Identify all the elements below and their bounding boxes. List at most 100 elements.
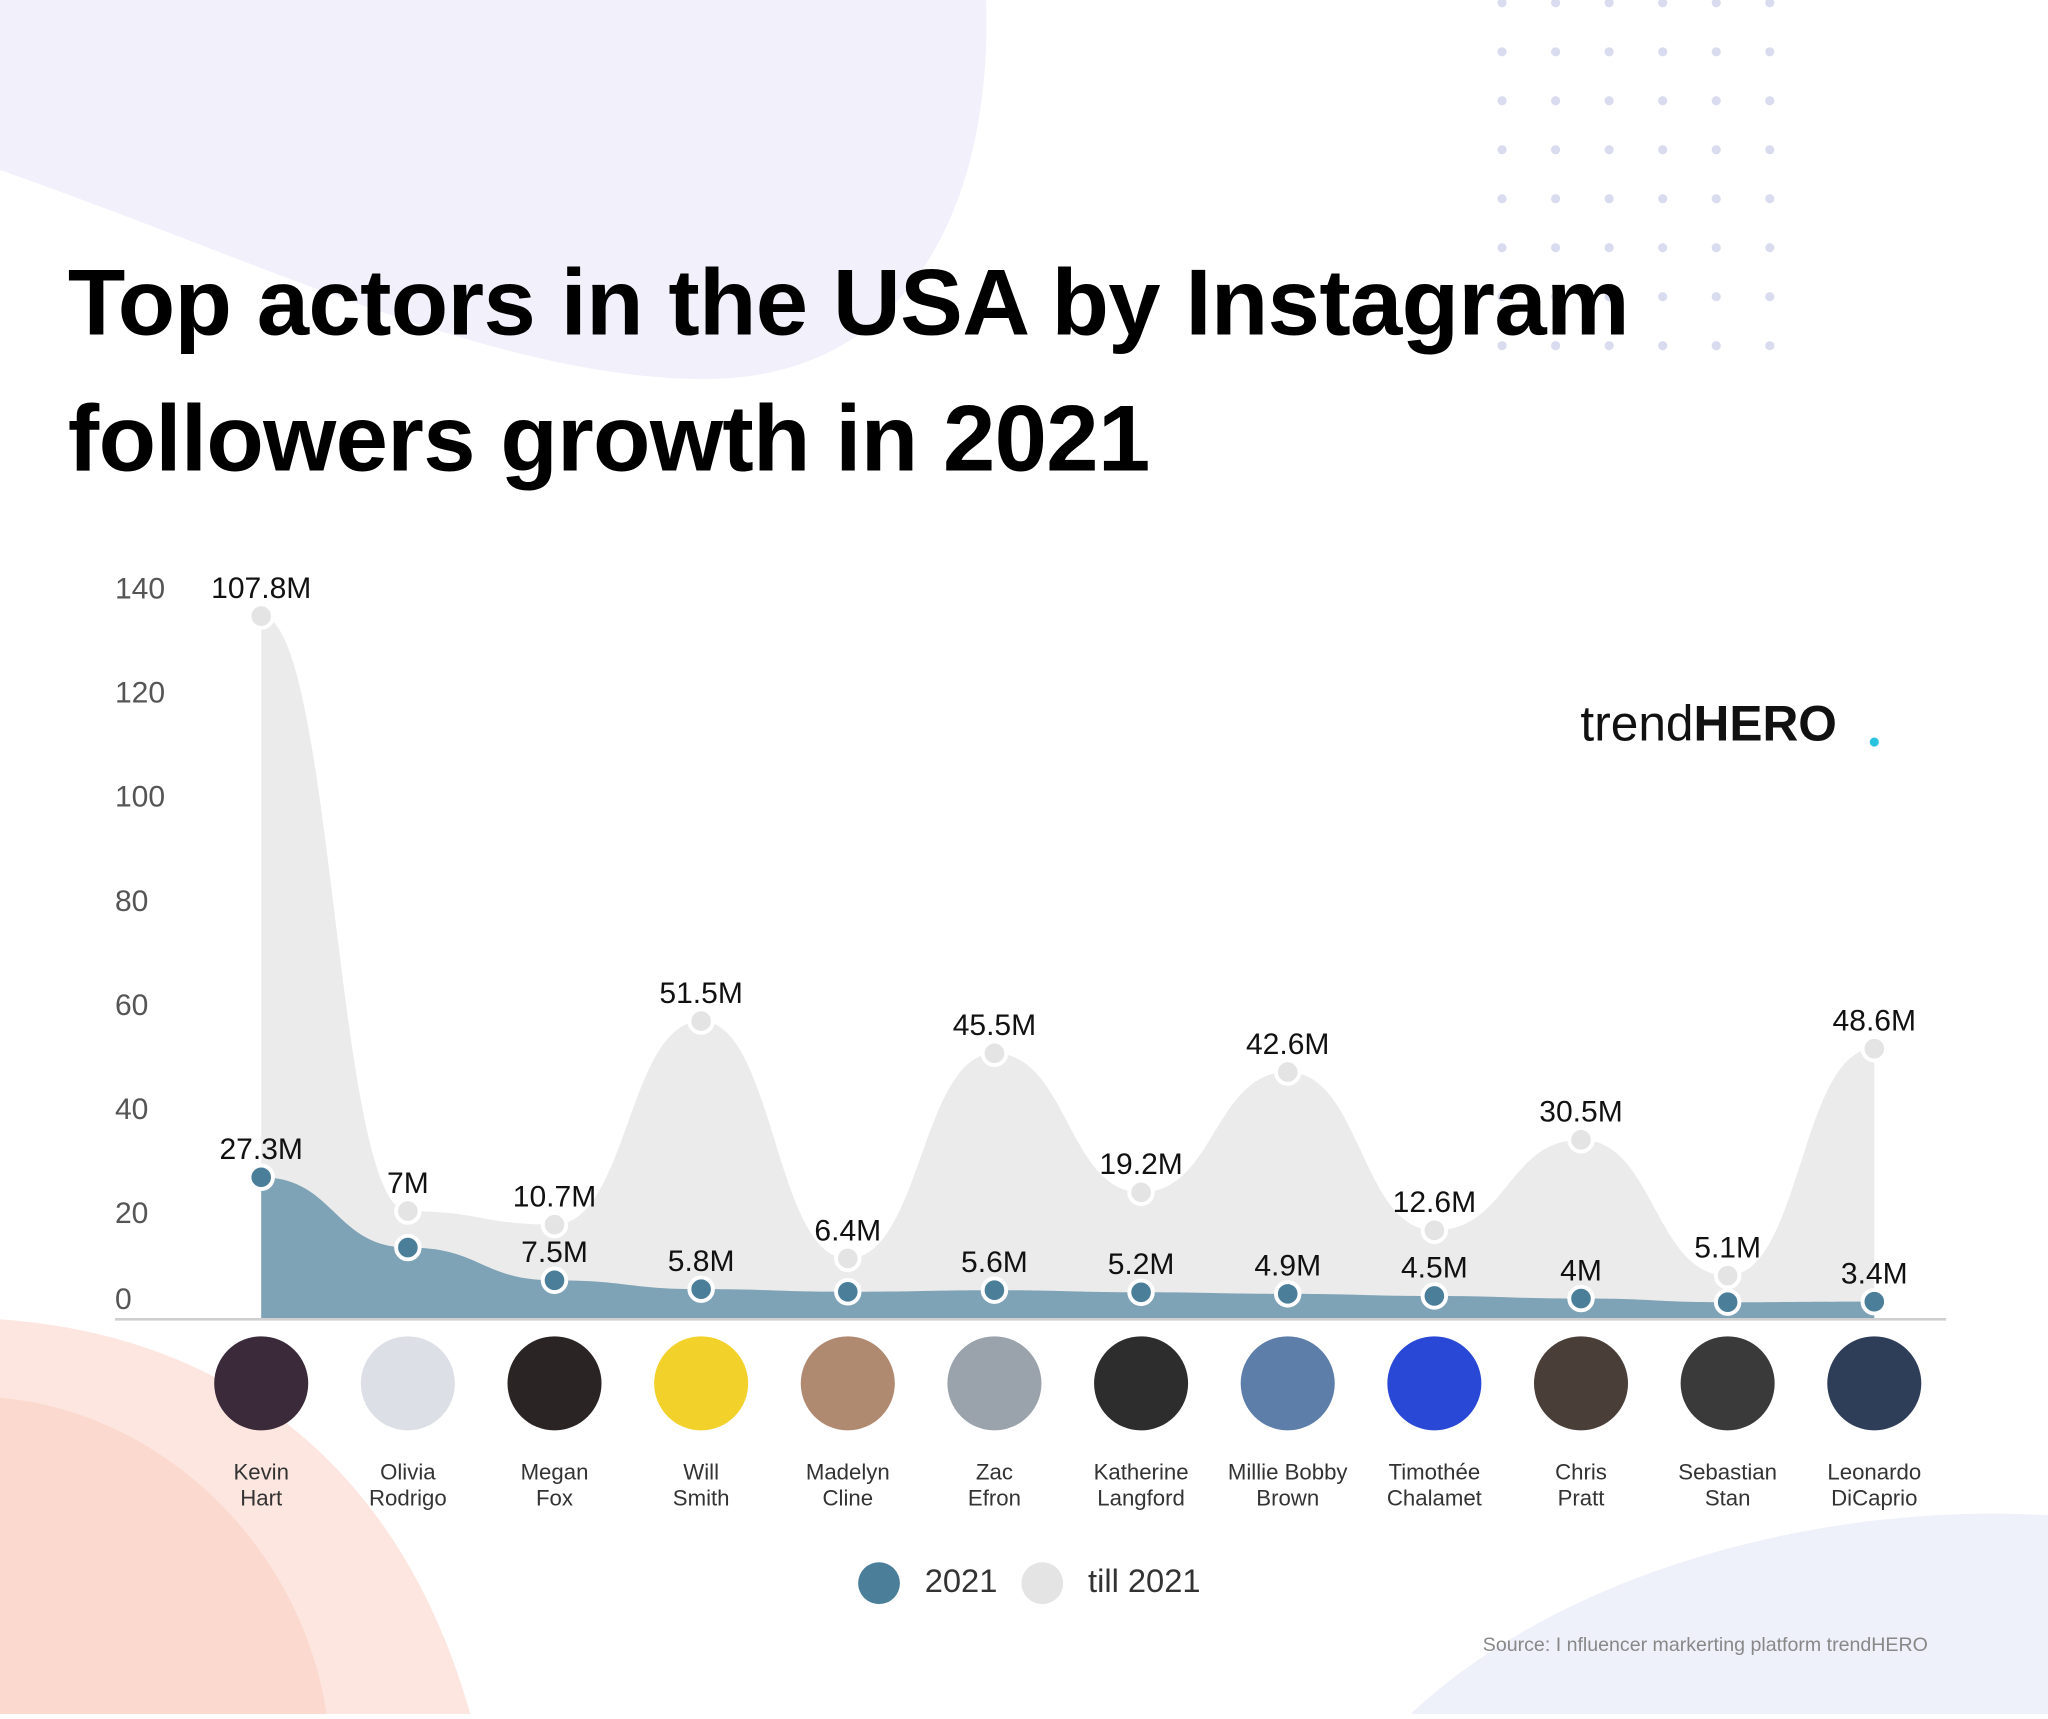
deco-dot (1658, 194, 1668, 204)
point (687, 1275, 715, 1303)
deco-dot (1604, 292, 1614, 302)
actor-photo (1533, 1336, 1629, 1431)
value-label: 10.7M (513, 1180, 596, 1213)
actor-photo (1680, 1336, 1775, 1431)
point (1127, 1278, 1155, 1307)
label-line: Timothée (1389, 1459, 1481, 1484)
deco-dot (1711, 194, 1721, 204)
deco-dot (1497, 292, 1507, 302)
area-till-2021 (261, 616, 1875, 1320)
x-tick-label: Millie Bobby Brown (1228, 1459, 1349, 1510)
value-label: 30.5M (1539, 1096, 1622, 1129)
point (687, 1007, 715, 1035)
point (247, 602, 275, 630)
actor-photo (947, 1336, 1042, 1431)
chart-title: Top actors in the USA by Instagram follo… (67, 250, 1630, 492)
y-tick-label: 60 (115, 989, 148, 1022)
logo-dot (1869, 737, 1879, 747)
actor-photo (1094, 1336, 1189, 1431)
deco-dot (1551, 0, 1561, 8)
point (834, 1278, 862, 1306)
deco-dot (1551, 341, 1561, 351)
deco-dot (1711, 0, 1721, 8)
x-tick-label: Olivia Rodrigo (369, 1459, 447, 1510)
label-line: Madelyn (806, 1459, 890, 1484)
x-tick-label: Leonardo DiCaprio (1827, 1459, 1921, 1510)
deco-dot (1551, 194, 1561, 204)
label-line: Sebastian (1678, 1459, 1777, 1484)
label-line: DiCaprio (1831, 1485, 1917, 1510)
value-label: 7M (387, 1167, 429, 1200)
deco-dot (1765, 0, 1775, 8)
value-label: 107.8M (211, 572, 311, 605)
deco-dot (1765, 341, 1775, 351)
logo: trendHERO (1580, 696, 1837, 752)
legend-swatch (1021, 1562, 1064, 1605)
deco-dot (1551, 145, 1561, 155)
y-tick-label: 120 (115, 677, 165, 710)
deco-dot (1658, 292, 1668, 302)
deco-dot (1604, 194, 1614, 204)
deco-dot (1551, 292, 1561, 302)
deco-dot (1711, 145, 1721, 155)
label-line: Will (683, 1459, 719, 1484)
deco-dot (1497, 341, 1507, 351)
point (540, 1210, 569, 1239)
y-tick-label: 0 (115, 1283, 132, 1316)
label-line: Millie Bobby (1228, 1459, 1349, 1484)
label-line: Hart (240, 1485, 282, 1510)
y-tick-label: 20 (115, 1197, 148, 1230)
x-tick-label: Chris Pratt (1555, 1459, 1607, 1510)
point (980, 1276, 1009, 1304)
label-line: Chalamet (1387, 1485, 1482, 1510)
value-label: 4M (1560, 1254, 1602, 1287)
x-tick-label: Kevin Hart (233, 1459, 289, 1510)
legend-swatch (858, 1562, 900, 1605)
value-label: 45.5M (953, 1009, 1036, 1042)
value-label: 5.6M (961, 1246, 1028, 1279)
point (1567, 1126, 1595, 1154)
y-tick-label: 80 (115, 885, 148, 918)
label-line: Efron (968, 1485, 1021, 1510)
actor-photo (214, 1336, 309, 1431)
actor-photo (800, 1336, 895, 1431)
x-tick-label: Zac Efron (968, 1459, 1021, 1510)
deco-dot (1765, 47, 1775, 57)
label-line: Leonardo (1827, 1459, 1921, 1484)
source: Source: I nfluencer markerting platform … (1483, 1634, 1928, 1656)
area-2021 (261, 1177, 1875, 1320)
point (1860, 1034, 1888, 1063)
label-line: Olivia (380, 1459, 436, 1484)
actor-photo (654, 1336, 749, 1431)
point (1860, 1287, 1888, 1316)
label-line: Katherine (1094, 1459, 1189, 1484)
point (1420, 1282, 1449, 1310)
deco-dot (1604, 47, 1614, 57)
legend-label: 2021 (925, 1562, 998, 1599)
deco-dot (1604, 243, 1614, 253)
x-tick-label: Timothée Chalamet (1387, 1459, 1482, 1510)
deco-dot (1604, 145, 1614, 155)
point (247, 1163, 275, 1191)
y-tick-label: 100 (115, 781, 165, 814)
deco-dot (1658, 341, 1668, 351)
value-label: 4.5M (1401, 1252, 1468, 1285)
value-label: 5.8M (668, 1245, 735, 1278)
label-line: Kevin (233, 1459, 289, 1484)
point (394, 1233, 422, 1262)
point (1127, 1178, 1155, 1207)
deco-dot (1604, 0, 1614, 8)
deco-dot (1658, 145, 1668, 155)
actor-photo (507, 1336, 602, 1431)
value-label: 42.6M (1246, 1028, 1329, 1061)
deco-dot (1765, 194, 1775, 204)
point (1567, 1284, 1595, 1313)
actor-photo (360, 1336, 455, 1431)
value-label: 3.4M (1841, 1257, 1908, 1290)
value-label: 19.2M (1099, 1148, 1182, 1181)
deco-dot (1658, 243, 1668, 253)
value-label: 48.6M (1833, 1004, 1916, 1037)
label-line: Smith (673, 1485, 730, 1510)
